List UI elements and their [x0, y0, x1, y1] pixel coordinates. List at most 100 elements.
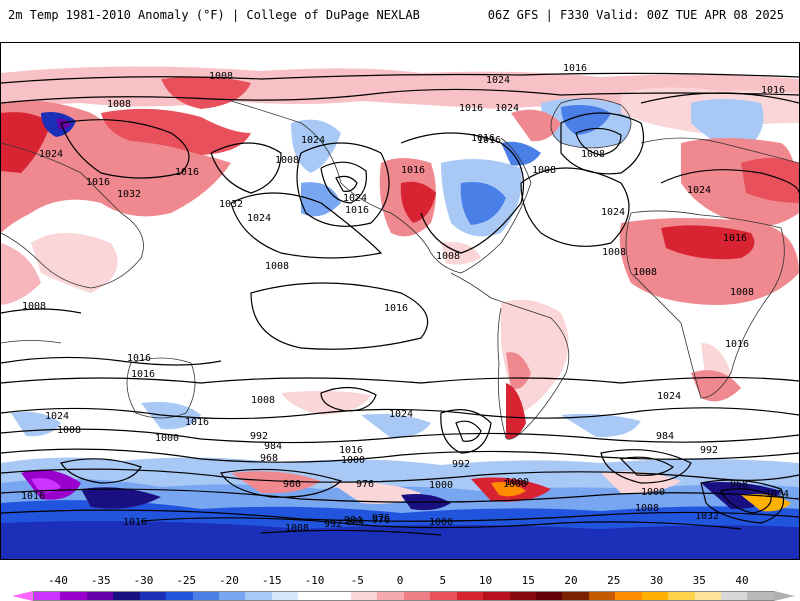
- colorbar-tick-label: -30: [133, 574, 154, 587]
- isobar-label: 992: [324, 519, 342, 530]
- isobar-label: 1024: [486, 75, 510, 86]
- colorbar-swatch: [720, 592, 748, 600]
- isobar-label: 1008: [22, 301, 46, 312]
- isobar-label: 1008: [436, 251, 460, 262]
- isobar-label: 1024: [495, 103, 519, 114]
- isobar-label: 1008: [581, 149, 605, 160]
- colorbar-swatch: [536, 592, 563, 600]
- isobar-label: 960: [283, 479, 301, 490]
- colorbar: -40 -35 -30 -25 -20 -15 -10 -5 0 5 10 15 20 25 30 35 40: [0, 570, 800, 601]
- colorbar-tick-label: -15: [261, 574, 282, 587]
- colorbar-swatch: [245, 592, 272, 600]
- isobar-label: 992: [452, 459, 470, 470]
- isobar-label: 1024: [687, 185, 711, 196]
- isobar-label: 1024: [39, 149, 63, 160]
- colorbar-tick-label: -10: [304, 574, 325, 587]
- isobar-label: 1008: [265, 261, 289, 272]
- isobar-label: 1016: [401, 165, 425, 176]
- isobar-label: 1000: [429, 517, 453, 528]
- isobar-label: 1008: [532, 165, 556, 176]
- isobar-label: 1008: [57, 425, 81, 436]
- isobar-label: 1024: [343, 193, 367, 204]
- isobar-label: 1016: [563, 63, 587, 74]
- isobar-label: 1016: [725, 339, 749, 350]
- isobar-label: 1008: [275, 155, 299, 166]
- isobar-label: 1008: [635, 503, 659, 514]
- isobar-label: 1016: [471, 133, 495, 144]
- isobar-label: 1024: [45, 411, 69, 422]
- isobar-contours: [1, 72, 799, 536]
- isobar-label: 976: [372, 513, 390, 524]
- isobar-label: 1016: [339, 445, 363, 456]
- isobar-label: 984: [264, 441, 282, 452]
- colorbar-tick-label: 10: [478, 574, 493, 587]
- isobar-label: 1024: [389, 409, 413, 420]
- isobar-label: 1016: [459, 103, 483, 114]
- isobar-label: 1032: [695, 511, 719, 522]
- colorbar-swatch: [694, 592, 721, 600]
- isobar-label: 1024: [601, 207, 625, 218]
- colorbar-swatch: [615, 592, 642, 600]
- model-run-info: 06Z GFS | F330 Valid: 00Z TUE APR 08 202…: [487, 8, 784, 22]
- colorbar-swatch: [271, 592, 299, 600]
- colorbar-max-arrow: [774, 591, 795, 601]
- isobar-label: 1024: [657, 391, 681, 402]
- isobar-label: 1032: [219, 199, 243, 210]
- isobar-label: 976: [372, 515, 390, 526]
- world-map: 1008 1024 1016 1008 1024 1016 1024 1016 1016 1008…: [0, 42, 800, 560]
- colorbar-tick-label: -20: [219, 574, 239, 587]
- isobar-label: 984: [656, 431, 674, 442]
- colorbar-swatch: [456, 592, 484, 600]
- isobar-label: 1032: [117, 189, 141, 200]
- colorbar-tick-label: 25: [607, 574, 621, 587]
- colorbar-min-arrow: [12, 591, 33, 601]
- colorbar-tick-label: 30: [649, 574, 664, 587]
- isobar-label: 1024: [765, 489, 789, 500]
- isobar-label: 1016: [123, 517, 147, 528]
- chart-title: 2m Temp 1981-2010 Anomaly (°F) | College…: [8, 8, 420, 22]
- isobar-label: 1008: [251, 395, 275, 406]
- isobar-label: 1016: [761, 85, 785, 96]
- colorbar-tick-label: 15: [521, 574, 535, 587]
- isobar-label: 1016: [384, 303, 408, 314]
- isobar-label: 1000: [429, 480, 453, 491]
- colorbar-swatch: [351, 592, 378, 600]
- isobar-label: 984: [346, 517, 364, 528]
- colorbar-tick-label: -5: [350, 574, 364, 587]
- isobar-label: 968: [730, 479, 748, 490]
- isobar-label: 1008: [107, 99, 131, 110]
- isobar-label: 1000: [505, 477, 529, 488]
- colorbar-swatch: [747, 592, 774, 600]
- isobar-label: 1024: [247, 213, 271, 224]
- colorbar-swatch: [588, 592, 616, 600]
- colorbar-tick-label: 40: [735, 574, 749, 587]
- isobar-label: 1008: [633, 267, 657, 278]
- isobar-label: 1008: [730, 287, 754, 298]
- colorbar-tick-label: -40: [48, 574, 68, 587]
- colorbar-swatch: [324, 592, 352, 600]
- isobar-label: 1016: [185, 417, 209, 428]
- isobar-label: 1000: [155, 433, 179, 444]
- isobar-label: 992: [700, 445, 718, 456]
- isobar-label: 968: [260, 453, 278, 464]
- anomaly-shading: [1, 66, 799, 559]
- isobar-label: 1008: [602, 247, 626, 258]
- colorbar-swatch: [562, 592, 589, 600]
- colorbar-swatch: [403, 592, 431, 600]
- chart-header: 2m Temp 1981-2010 Anomaly (°F) | College…: [0, 0, 800, 32]
- colorbar-swatch: [166, 592, 193, 600]
- colorbar-swatch: [139, 592, 167, 600]
- isobar-label: 1016: [21, 491, 45, 502]
- colorbar-tick-label: 35: [692, 574, 706, 587]
- colorbar-swatch: [298, 592, 325, 600]
- colorbar-bar: [33, 591, 775, 601]
- isobar-label: 1016: [477, 135, 501, 146]
- colorbar-swatch: [483, 592, 510, 600]
- colorbar-tick-label: 20: [564, 574, 578, 587]
- isobar-label: 976: [356, 479, 374, 490]
- colorbar-swatch: [509, 592, 537, 600]
- isobar-label: 1000: [503, 479, 527, 490]
- isobar-label: 1024: [301, 135, 325, 146]
